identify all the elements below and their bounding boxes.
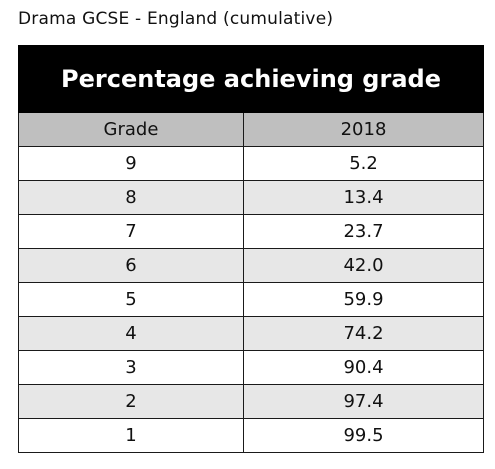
percentage-cell: 5.2 bbox=[242, 146, 485, 181]
percentage-cell: 90.4 bbox=[242, 350, 485, 385]
grade-cell: 3 bbox=[18, 350, 244, 385]
percentage-cell: 74.2 bbox=[242, 316, 485, 351]
page-caption: Drama GCSE - England (cumulative) bbox=[18, 9, 334, 29]
table-row: 4 74.2 bbox=[18, 316, 485, 351]
grade-cell: 4 bbox=[18, 316, 244, 351]
column-header-year: 2018 bbox=[242, 112, 485, 147]
percentage-cell: 13.4 bbox=[242, 180, 485, 215]
table-row: 2 97.4 bbox=[18, 384, 485, 419]
table-row: 5 59.9 bbox=[18, 282, 485, 317]
grade-cell: 9 bbox=[18, 146, 244, 181]
table-title: Percentage achieving grade bbox=[17, 45, 485, 113]
percentage-cell: 23.7 bbox=[242, 214, 485, 249]
grade-cell: 7 bbox=[18, 214, 244, 249]
table-row: 3 90.4 bbox=[18, 350, 485, 385]
grade-cell: 8 bbox=[18, 180, 244, 215]
table-row: 6 42.0 bbox=[18, 248, 485, 283]
percentage-cell: 97.4 bbox=[242, 384, 485, 419]
grade-cell: 5 bbox=[18, 282, 244, 317]
grade-cell: 1 bbox=[18, 418, 244, 453]
table-body: 9 5.2 8 13.4 7 23.7 6 42.0 5 59.9 4 74.2 3 90.4 2 97.4 1… bbox=[18, 146, 485, 453]
table-row: 9 5.2 bbox=[18, 146, 485, 181]
column-header-grade: Grade bbox=[18, 112, 244, 147]
table-row: 8 13.4 bbox=[18, 180, 485, 215]
percentage-cell: 59.9 bbox=[242, 282, 485, 317]
grade-cell: 6 bbox=[18, 248, 244, 283]
table-header-row: Grade 2018 bbox=[18, 112, 485, 147]
grade-cell: 2 bbox=[18, 384, 244, 419]
table-title-row: Percentage achieving grade bbox=[17, 45, 485, 113]
table-row: 1 99.5 bbox=[18, 418, 485, 453]
percentage-cell: 42.0 bbox=[242, 248, 485, 283]
percentage-cell: 99.5 bbox=[242, 418, 485, 453]
table-row: 7 23.7 bbox=[18, 214, 485, 249]
